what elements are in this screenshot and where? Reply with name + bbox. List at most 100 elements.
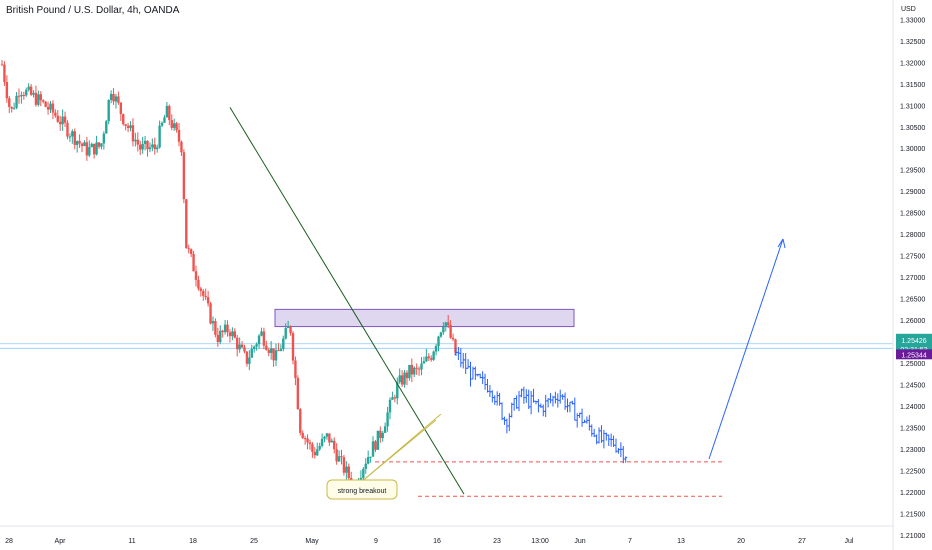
resistance-zone: [274, 308, 575, 328]
candle-body: [260, 331, 263, 336]
candle-body: [71, 131, 74, 137]
candle-body: [158, 125, 161, 148]
candle-body: [286, 326, 290, 328]
candle-body: [27, 86, 30, 90]
candle-body: [400, 375, 404, 385]
candle-body: [63, 116, 67, 123]
candle-body: [437, 336, 440, 346]
candle-body: [255, 344, 258, 347]
candle-body: [192, 253, 195, 272]
candle-body: [170, 120, 173, 128]
candle-body: [427, 356, 430, 359]
arrow-head-icon: [777, 238, 786, 249]
candle-body: [100, 143, 103, 147]
candle-body: [194, 271, 198, 280]
candle-body: [107, 100, 110, 122]
candle-body: [381, 432, 384, 439]
time-tick-label: 7: [628, 538, 632, 545]
candle-body: [383, 426, 387, 433]
candle-body: [216, 334, 220, 343]
candle-body: [153, 144, 156, 150]
current-price-value: 1.25426: [901, 338, 926, 345]
candle-body: [393, 397, 397, 399]
candle-body: [243, 347, 246, 352]
candle-body: [318, 445, 321, 450]
candle-body: [410, 364, 414, 375]
candle-body: [265, 345, 268, 350]
second-price-badge: [896, 349, 932, 360]
candle-body: [3, 64, 6, 83]
candle-body: [277, 350, 280, 352]
candle-body: [29, 86, 33, 95]
candle-body: [328, 433, 331, 443]
candle-body: [105, 121, 108, 134]
callout-box: [326, 479, 398, 500]
candle-body: [32, 92, 35, 95]
time-tick-label: 23: [493, 538, 501, 545]
candle-body: [199, 288, 203, 291]
price-tick-label: 1.27000: [900, 275, 925, 282]
candle-body: [269, 348, 273, 353]
time-tick-label: May: [305, 538, 319, 545]
price-tick-label: 1.30000: [900, 146, 925, 153]
second-price-value: 1.25344: [901, 352, 926, 359]
candle-body: [134, 139, 137, 142]
candle-body: [272, 348, 275, 361]
price-unit-label: USD: [901, 6, 916, 13]
candle-body: [396, 382, 399, 399]
candle-body: [337, 456, 341, 462]
price-tick-label: 1.29000: [900, 189, 925, 196]
price-tick-label: 1.31500: [900, 82, 925, 89]
candle-body: [408, 364, 411, 379]
descending-trendline: [229, 107, 465, 495]
time-tick-label: 13: [677, 538, 685, 545]
candle-body: [180, 141, 183, 153]
time-tick-label: 28: [5, 538, 13, 545]
chart-title: British Pound / U.S. Dollar, 4h, OANDA: [6, 5, 180, 16]
candle-body: [267, 349, 270, 353]
candle-body: [61, 116, 64, 125]
time-tick-label: 20: [737, 538, 745, 545]
candle-body: [177, 129, 181, 142]
time-tick-label: 18: [189, 538, 197, 545]
candle-body: [376, 430, 380, 450]
candle-body: [122, 114, 125, 125]
candle-body: [44, 101, 47, 107]
price-tick-label: 1.26000: [900, 318, 925, 325]
candle-body: [444, 322, 447, 327]
candle-body: [289, 326, 292, 334]
time-tick-label: 25: [250, 538, 258, 545]
candle-body: [78, 141, 81, 144]
candle-body: [80, 143, 84, 147]
candle-body: [439, 332, 443, 337]
callout-pointer-2: [359, 419, 437, 484]
candle-body: [15, 95, 18, 108]
candle-body: [75, 141, 79, 145]
candle-body: [279, 349, 283, 351]
time-tick-label: 11: [128, 538, 135, 545]
candle-body: [388, 399, 392, 413]
candle-body: [185, 199, 188, 249]
price-tick-label: 1.31000: [900, 103, 925, 110]
candle-body: [34, 92, 38, 105]
candle-body: [364, 463, 367, 469]
candle-body: [333, 440, 336, 450]
candle-body: [187, 248, 190, 250]
candle-body: [160, 122, 164, 126]
candle-body: [284, 327, 287, 339]
candle-body: [236, 337, 239, 350]
candle-body: [323, 436, 326, 439]
candle-body: [88, 147, 91, 156]
candle-body: [182, 152, 186, 200]
candle-body: [12, 107, 16, 109]
candle-body: [151, 144, 154, 148]
candle-body: [391, 397, 394, 400]
candle-body: [434, 345, 438, 352]
candle-body: [226, 324, 229, 333]
candle-body: [219, 330, 222, 343]
time-tick-label: 13:00: [531, 538, 549, 545]
price-tick-label: 1.24500: [900, 383, 925, 390]
candle-body: [66, 122, 69, 137]
